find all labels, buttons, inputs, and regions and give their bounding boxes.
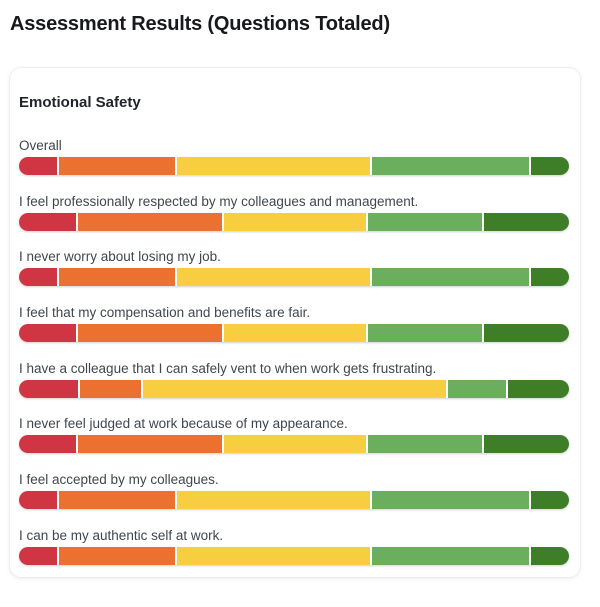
question-label: I never worry about losing my job. [19, 249, 221, 265]
bar-segment-highest [531, 157, 569, 175]
bar-segment-high [372, 491, 530, 510]
questions-list: Overall I feel professionally respected … [19, 137, 569, 565]
bar-segment-low [79, 379, 142, 398]
section-title: Emotional Safety [19, 94, 141, 111]
stacked-bar [19, 491, 569, 510]
bar-segment-medium [176, 157, 371, 175]
results-card: Emotional Safety Overall I feel professi… [9, 67, 581, 578]
stacked-bar [19, 435, 569, 454]
bar-segment-high [372, 268, 530, 287]
bar-segment-low [58, 546, 175, 565]
stacked-bar [19, 324, 569, 343]
bar-segment-highest [484, 435, 569, 454]
bar-segment-medium [223, 212, 366, 231]
bar-segment-high [447, 379, 507, 398]
bar-segment-high [367, 435, 483, 454]
question-label: Overall [19, 138, 62, 153]
bar-segment-highest [531, 546, 569, 565]
bar-segment-lowest [19, 268, 57, 287]
bar-segment-low [58, 491, 175, 510]
question-label: I feel accepted by my colleagues. [19, 472, 219, 488]
question-label: I can be my authentic self at work. [19, 527, 224, 543]
question-row: I feel accepted by my colleagues. [19, 471, 569, 510]
bar-segment-lowest [19, 157, 57, 175]
question-row: I never feel judged at work because of m… [19, 415, 569, 454]
stacked-bar [19, 268, 569, 287]
question-row: I can be my authentic self at work. [19, 527, 569, 565]
question-row: Overall [19, 137, 569, 175]
bar-segment-lowest [19, 324, 76, 343]
bar-segment-medium [143, 379, 446, 398]
bar-segment-high [367, 212, 483, 231]
bar-segment-high [372, 546, 530, 565]
bar-segment-high [372, 157, 530, 175]
bar-segment-low [58, 157, 175, 175]
bar-segment-low [77, 212, 222, 231]
bar-segment-lowest [19, 546, 57, 565]
bar-segment-medium [176, 491, 371, 510]
bar-segment-medium [176, 546, 371, 565]
bar-segment-highest [531, 268, 569, 287]
bar-segment-lowest [19, 212, 76, 231]
bar-segment-lowest [19, 491, 57, 510]
bar-segment-highest [508, 379, 569, 398]
question-row: I never worry about losing my job. [19, 248, 569, 287]
bar-segment-low [77, 435, 222, 454]
bar-segment-medium [223, 435, 366, 454]
stacked-bar [19, 157, 569, 175]
bar-segment-highest [531, 491, 569, 510]
question-row: I feel professionally respected by my co… [19, 193, 569, 231]
question-row: I feel that my compensation and benefits… [19, 304, 569, 343]
bar-segment-high [367, 324, 483, 343]
question-label: I have a colleague that I can safely ven… [19, 360, 437, 376]
stacked-bar [19, 212, 569, 231]
bar-segment-highest [484, 324, 569, 343]
bar-segment-lowest [19, 435, 76, 454]
question-label: I feel professionally respected by my co… [19, 193, 419, 209]
stacked-bar [19, 546, 569, 565]
bar-segment-low [58, 268, 175, 287]
question-label: I feel that my compensation and benefits… [19, 305, 311, 321]
bar-segment-medium [176, 268, 371, 287]
question-label: I never feel judged at work because of m… [19, 416, 348, 432]
bar-segment-medium [223, 324, 366, 343]
page-title: Assessment Results (Questions Totaled) [10, 13, 390, 35]
question-row: I have a colleague that I can safely ven… [19, 360, 569, 398]
bar-segment-lowest [19, 379, 78, 398]
stacked-bar [19, 379, 569, 398]
bar-segment-low [77, 324, 222, 343]
bar-segment-highest [484, 212, 569, 231]
